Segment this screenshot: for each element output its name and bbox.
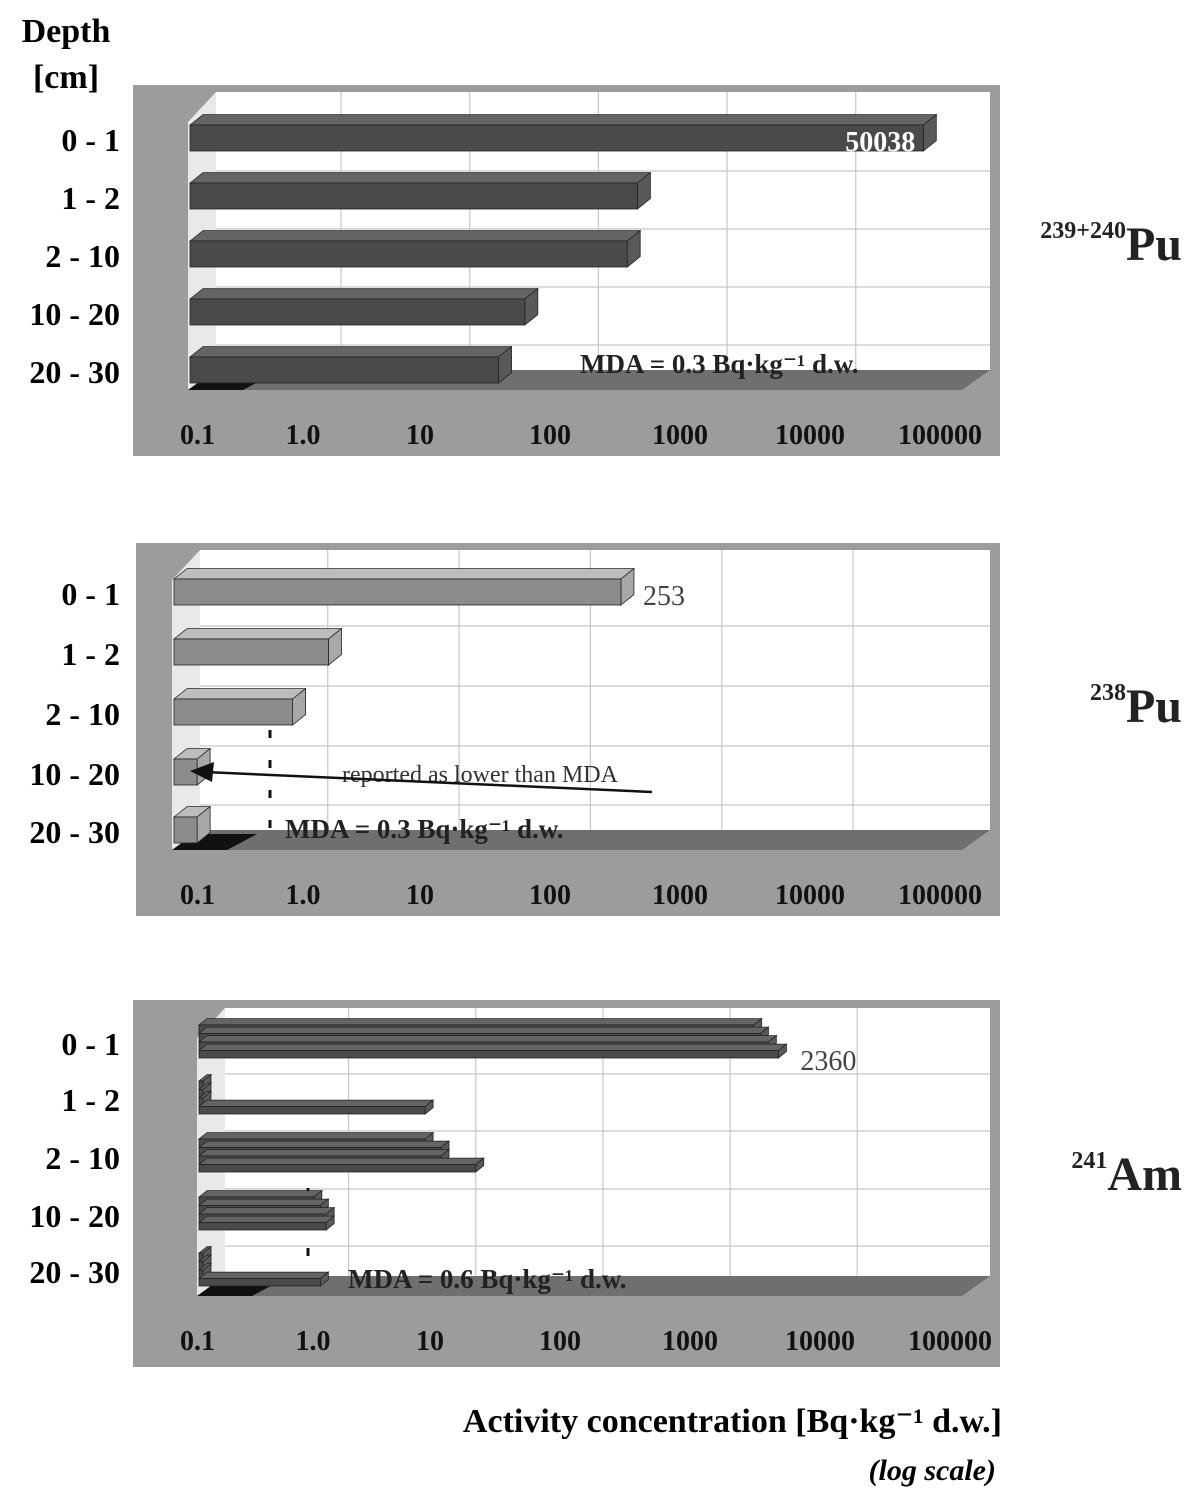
depth-label: 20 - 30	[29, 354, 120, 390]
annotation-arrowhead	[190, 762, 214, 782]
bar-4	[188, 287, 539, 326]
x-tick-label: 100000	[898, 880, 982, 911]
bar-2	[172, 627, 343, 666]
depth-label: 10 - 20	[29, 756, 120, 792]
x-tick-label: 1000	[652, 420, 708, 451]
panel-3: 0 - 1 1 - 2 2 - 10 10 - 20 20 - 30 0.1 1.0 10 10…	[29, 1000, 1182, 1367]
bar-2	[188, 171, 652, 210]
x-tick-label: 10000	[775, 880, 845, 911]
bar-2-4	[197, 1099, 435, 1115]
plot-floor	[172, 830, 990, 850]
bar-3-4	[197, 1157, 485, 1173]
x-tick-label: 10	[406, 880, 434, 911]
x-tick-label: 1000	[662, 1326, 718, 1357]
isotope-label: 241Am	[1071, 1148, 1182, 1201]
depth-header-line2: [cm]	[33, 59, 99, 96]
depth-label: 2 - 10	[45, 696, 120, 732]
x-axis-title: Activity concentration [Bq·kg⁻¹ d.w.]	[463, 1403, 1002, 1440]
depth-label: 1 - 2	[61, 1082, 120, 1118]
panel-2: 0 - 1 1 - 2 2 - 10 10 - 20 20 - 30 0.1 1.0 10 10…	[29, 543, 1182, 916]
plot-floor	[197, 1276, 990, 1296]
mda-label: MDA = 0.6 Bq·kg⁻¹ d.w.	[348, 1264, 627, 1294]
depth-label: 1 - 2	[61, 636, 120, 672]
x-tick-label: 0.1	[180, 880, 215, 911]
annotation-arrow	[204, 770, 653, 794]
panel-1: 0 - 1 1 - 2 2 - 10 10 - 20 20 - 30 0.1 1.0 10 10…	[29, 85, 1182, 456]
x-tick-label: 100	[539, 1326, 581, 1357]
x-tick-label: 0.1	[180, 1326, 215, 1357]
bar-3	[172, 687, 307, 726]
depth-label: 20 - 30	[29, 814, 120, 850]
x-tick-label: 1000	[652, 880, 708, 911]
x-tick-label: 10000	[785, 1326, 855, 1357]
depth-label: 10 - 20	[29, 296, 120, 332]
bar-value-label: 50038	[845, 127, 915, 158]
bar-5	[188, 345, 513, 384]
x-tick-label: 100	[529, 420, 571, 451]
depth-label: 0 - 1	[61, 576, 120, 612]
depth-label: 10 - 20	[29, 1198, 120, 1234]
bar-3	[188, 229, 642, 268]
x-tick-label: 0.1	[180, 420, 215, 451]
x-tick-label: 100000	[908, 1326, 992, 1357]
depth-label: 2 - 10	[45, 1140, 120, 1176]
depth-header-line1: Depth	[22, 13, 111, 50]
depth-label: 0 - 1	[61, 122, 120, 158]
x-axis-scale-note: (log scale)	[869, 1454, 996, 1487]
x-tick-label: 10	[406, 420, 434, 451]
bar-value-label: 2360	[800, 1046, 856, 1077]
x-tick-label: 100	[529, 880, 571, 911]
depth-label: 1 - 2	[61, 180, 120, 216]
depth-label: 20 - 30	[29, 1254, 120, 1290]
bar-1-4	[197, 1043, 788, 1059]
x-tick-label: 10000	[775, 420, 845, 451]
x-tick-label: 1.0	[296, 1326, 331, 1357]
bar-value-label: 253	[643, 581, 685, 612]
mda-label: MDA = 0.3 Bq·kg⁻¹ d.w.	[285, 814, 564, 844]
bar-4-4	[197, 1215, 336, 1231]
panels: 0 - 1 1 - 2 2 - 10 10 - 20 20 - 30 0.1 1.0 10 10…	[29, 85, 1182, 1367]
depth-label: 0 - 1	[61, 1026, 120, 1062]
mda-label: MDA = 0.3 Bq·kg⁻¹ d.w.	[580, 349, 859, 379]
bar-5-4	[197, 1271, 330, 1287]
x-tick-label: 1.0	[286, 880, 321, 911]
isotope-label: 238Pu	[1090, 680, 1182, 733]
depth-header: Depth [cm]	[22, 13, 111, 96]
depth-label: 2 - 10	[45, 238, 120, 274]
bar-1	[188, 113, 938, 152]
isotope-label: 239+240Pu	[1040, 218, 1182, 271]
x-tick-label: 10	[416, 1326, 444, 1357]
bar-5	[172, 805, 212, 844]
x-tick-label: 100000	[898, 420, 982, 451]
bar-1	[172, 567, 636, 606]
x-tick-label: 1.0	[286, 420, 321, 451]
